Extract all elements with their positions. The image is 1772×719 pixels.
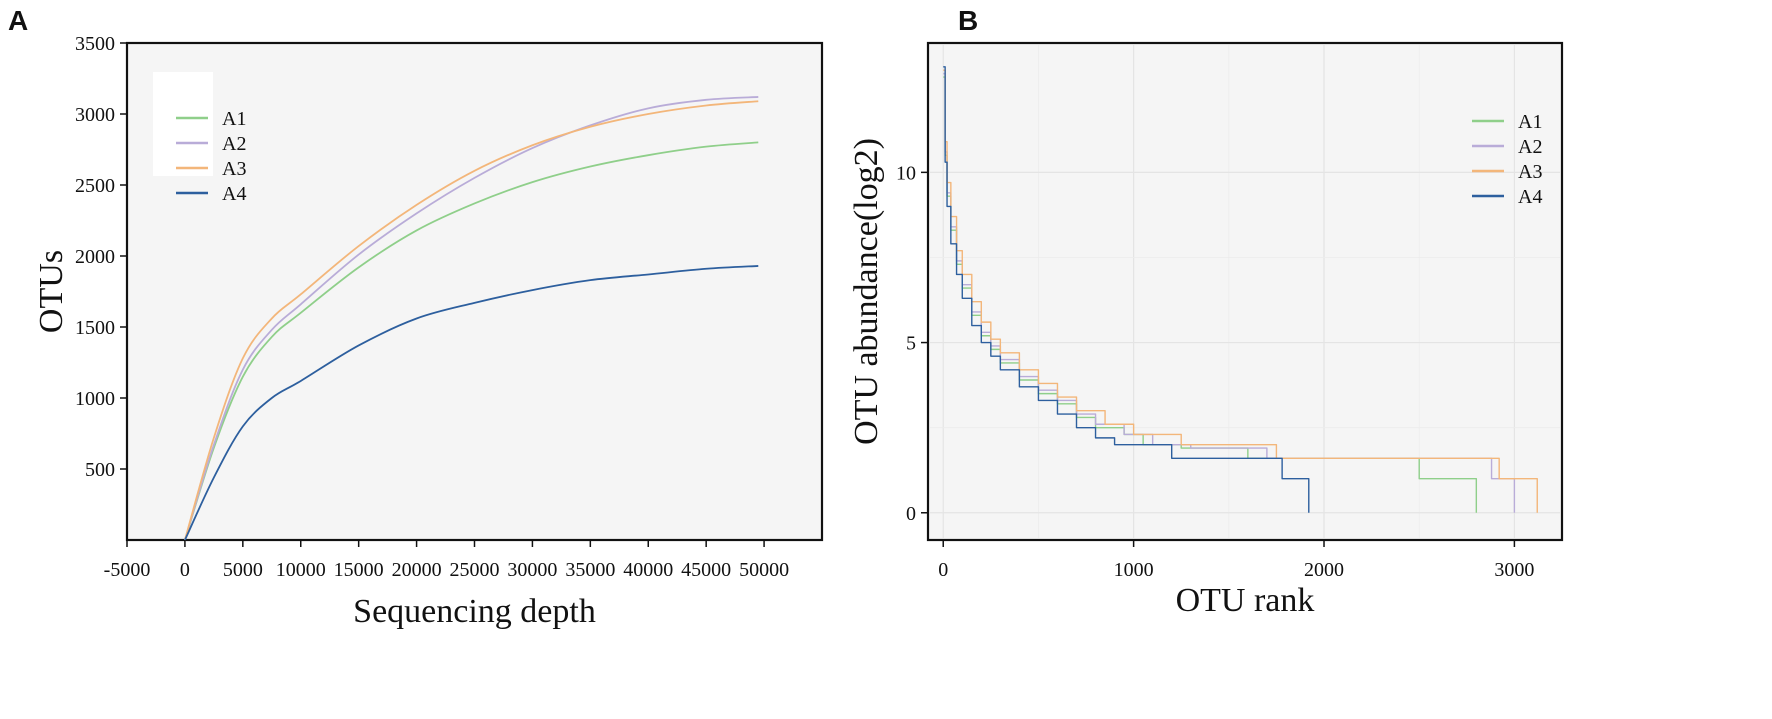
x-tick-label: 25000 [450,559,500,581]
y-ticks-b: 0 5 10 [896,162,928,525]
x-tick-label: 3000 [1494,559,1534,581]
x-tick-label: 20000 [392,559,442,581]
y-axis-title-a: OTUs [33,250,70,333]
x-tick-label: 45000 [681,559,731,581]
legend-background-a [153,72,213,176]
chart-panel-b: 0 1000 2000 3000 0 5 10 A1 A2 A3 A4 OTU rank OTU… [848,41,1564,619]
plot-area-a [125,41,824,542]
y-tick-label: 3000 [75,104,115,126]
y-tick-label: 500 [85,459,115,481]
legend-label-a3: A3 [1518,161,1542,183]
x-axis-title-a: Sequencing depth [353,593,596,630]
y-axis-title-b: OTU abundance(log2) [848,138,885,445]
series-line-a4 [943,66,1310,513]
legend-label-a4: A4 [222,183,246,205]
x-tick-label: 35000 [565,559,615,581]
x-tick-label: 40000 [623,559,673,581]
series-line-a3 [184,100,759,541]
series-line-a4 [184,265,759,541]
x-tick-label: 30000 [507,559,557,581]
series-lines-b [943,66,1538,513]
series-line-a1 [184,141,759,541]
series-line-a2 [184,96,759,541]
panel-a-letter: A [8,5,28,36]
x-tick-label: 5000 [223,559,263,581]
legend-label-a4: A4 [1518,186,1542,208]
y-tick-label: 1000 [75,388,115,410]
plot-area-b [926,41,1564,542]
legend-label-a1: A1 [1518,111,1542,133]
series-line-a3 [943,69,1538,513]
series-lines-a [184,96,759,541]
y-tick-label: 2500 [75,175,115,197]
legend-label-a2: A2 [1518,136,1542,158]
legend-label-a3: A3 [222,158,246,180]
legend-label-a1: A1 [222,108,246,130]
chart-panel-a: -5000 0 5000 10000 15000 20000 25000 30000 35000… [33,33,824,630]
x-tick-label: 0 [180,559,190,581]
x-tick-label: -5000 [104,559,151,581]
panel-b-letter: B [958,5,978,36]
x-axis-title-b: OTU rank [1176,582,1315,619]
x-tick-label: 2000 [1304,559,1344,581]
y-tick-label: 2000 [75,246,115,268]
legend-a: A1 A2 A3 A4 [176,108,246,205]
grid-b [930,45,1560,538]
x-tick-label: 50000 [739,559,789,581]
x-ticks-a: -5000 0 5000 10000 15000 20000 25000 30000 35000… [104,540,789,581]
legend-label-a2: A2 [222,133,246,155]
y-tick-label: 1500 [75,317,115,339]
y-ticks-a: 500 1000 1500 2000 2500 3000 3500 [75,33,127,481]
y-tick-label: 3500 [75,33,115,55]
x-tick-label: 15000 [334,559,384,581]
x-tick-label: 1000 [1114,559,1154,581]
legend-b: A1 A2 A3 A4 [1472,111,1542,208]
x-ticks-b: 0 1000 2000 3000 [938,540,1534,581]
y-tick-label: 5 [906,333,916,355]
y-tick-label: 0 [906,503,916,525]
x-tick-label: 0 [938,559,948,581]
x-tick-label: 10000 [276,559,326,581]
y-tick-label: 10 [896,162,916,184]
